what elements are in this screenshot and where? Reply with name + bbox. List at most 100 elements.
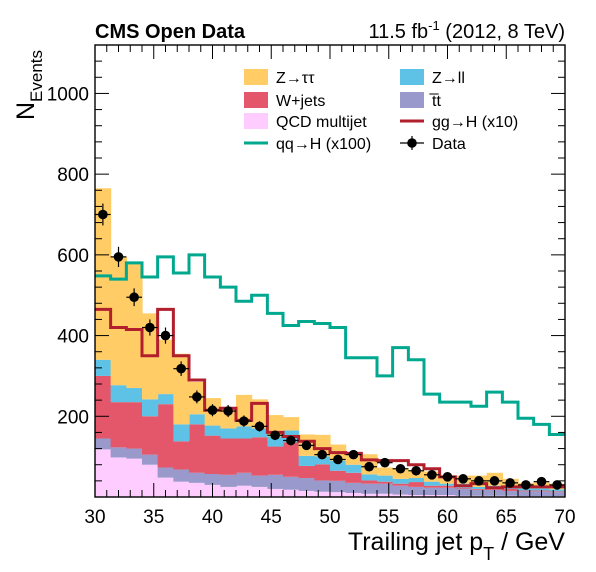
- legend-entry-z-ll: Z→ll: [400, 69, 465, 87]
- bar-w-jets: [345, 472, 362, 483]
- bar-w-jets: [236, 438, 253, 473]
- bar-w-jets: [408, 482, 425, 487]
- data-marker: [113, 252, 124, 262]
- bar-t-t: [283, 476, 300, 490]
- bar-w-jets: [549, 491, 566, 493]
- bar-qcd-multijet: [361, 493, 378, 497]
- data-marker: [458, 474, 468, 484]
- data-point: [533, 476, 550, 487]
- bar-z: [110, 256, 127, 386]
- data-point: [439, 472, 456, 482]
- bar-w-jets: [361, 480, 378, 484]
- bar-z: [377, 467, 394, 476]
- data-marker: [176, 363, 186, 374]
- bar-z-ll: [424, 481, 441, 486]
- legend-swatch: [400, 69, 424, 85]
- bar-z-ll: [377, 475, 394, 482]
- data-point: [267, 430, 283, 441]
- bar-t-t: [95, 438, 112, 450]
- data-point: [502, 478, 518, 488]
- data-marker: [505, 478, 515, 488]
- data-marker: [145, 322, 155, 333]
- experiment-label: CMS Open Data: [95, 21, 246, 43]
- data-marker: [364, 461, 374, 472]
- x-tick-label: 60: [437, 507, 458, 528]
- data-marker: [411, 465, 421, 476]
- data-marker: [192, 392, 202, 402]
- bar-t-t: [142, 454, 159, 465]
- data-point: [471, 476, 487, 486]
- data-marker: [223, 406, 233, 416]
- legend-label: Z→ll: [432, 70, 465, 87]
- y-tick-label: 1000: [47, 84, 89, 105]
- bar-z-ll: [549, 489, 566, 492]
- bar-qcd-multijet: [157, 477, 174, 497]
- data-marker: [442, 472, 453, 482]
- bar-t-t: [518, 491, 535, 497]
- bar-t-t: [110, 447, 127, 458]
- bar-t-t: [361, 483, 378, 494]
- bar-t-t: [220, 474, 237, 487]
- y-tick-label: 200: [57, 407, 89, 428]
- bar-z-ll: [330, 460, 347, 471]
- legend-entry-data: Data: [400, 136, 466, 153]
- data-marker: [239, 416, 249, 426]
- bar-w-jets: [251, 437, 268, 476]
- legend-entry-qcd-multijet: QCD multijet: [244, 113, 367, 131]
- bar-qcd-multijet: [236, 485, 253, 497]
- bar-t-t: [455, 488, 472, 496]
- data-marker: [286, 435, 296, 446]
- x-tick-label: 40: [202, 507, 223, 528]
- bar-z-ll: [533, 488, 550, 491]
- legend-swatch: [244, 69, 268, 85]
- data-point: [110, 246, 127, 267]
- legend-label: t̅t: [429, 93, 441, 110]
- legend-entry-z: Z→ττ: [244, 69, 315, 87]
- bar-w-jets: [95, 375, 112, 439]
- bar-w-jets: [314, 464, 331, 481]
- bar-qcd-multijet: [283, 489, 300, 497]
- data-marker: [270, 430, 280, 441]
- legend-entry-qq-h-x100: qq→H (x100): [244, 136, 371, 153]
- data-point: [142, 319, 158, 336]
- bar-t-t: [424, 487, 441, 495]
- bar-z: [157, 339, 174, 395]
- data-point: [330, 454, 346, 465]
- bar-w-jets: [204, 435, 221, 474]
- bar-z-ll: [408, 478, 425, 483]
- bar-z-ll: [204, 425, 221, 436]
- bar-w-jets: [471, 488, 488, 490]
- bar-w-jets: [502, 488, 519, 491]
- data-point: [314, 449, 330, 460]
- data-marker: [129, 292, 139, 303]
- bar-t-t: [126, 448, 143, 459]
- bar-t-t: [157, 467, 174, 478]
- bar-z: [392, 468, 409, 479]
- legend-label: Z→ττ: [276, 70, 315, 87]
- bar-qcd-multijet: [330, 492, 347, 497]
- y-tick-label: 800: [57, 165, 89, 186]
- x-axis-label-unit: / GeV: [494, 528, 565, 556]
- bar-qcd-multijet: [173, 481, 190, 497]
- x-axis-label: Trailing jet pT / GeV: [348, 528, 565, 564]
- bar-t-t: [314, 480, 331, 492]
- legend-swatch: [400, 92, 424, 108]
- bar-t-t: [251, 475, 268, 487]
- bar-w-jets: [157, 404, 174, 468]
- bar-z-ll: [298, 455, 315, 466]
- data-marker: [98, 209, 108, 220]
- bar-z-ll: [236, 426, 253, 439]
- bar-t-t: [377, 483, 394, 494]
- data-point: [173, 361, 189, 376]
- bar-z-ll: [392, 478, 409, 484]
- legend-entry-w-jets: W+jets: [244, 92, 325, 110]
- bar-z-ll: [110, 385, 127, 403]
- bar-z-ll: [314, 456, 331, 465]
- bar-w-jets: [142, 416, 159, 455]
- bar-qcd-multijet: [267, 488, 284, 497]
- bar-z: [283, 417, 300, 431]
- bar-z-ll: [157, 394, 174, 405]
- data-marker: [427, 470, 437, 480]
- data-marker: [160, 330, 171, 341]
- bar-z-ll: [267, 436, 284, 447]
